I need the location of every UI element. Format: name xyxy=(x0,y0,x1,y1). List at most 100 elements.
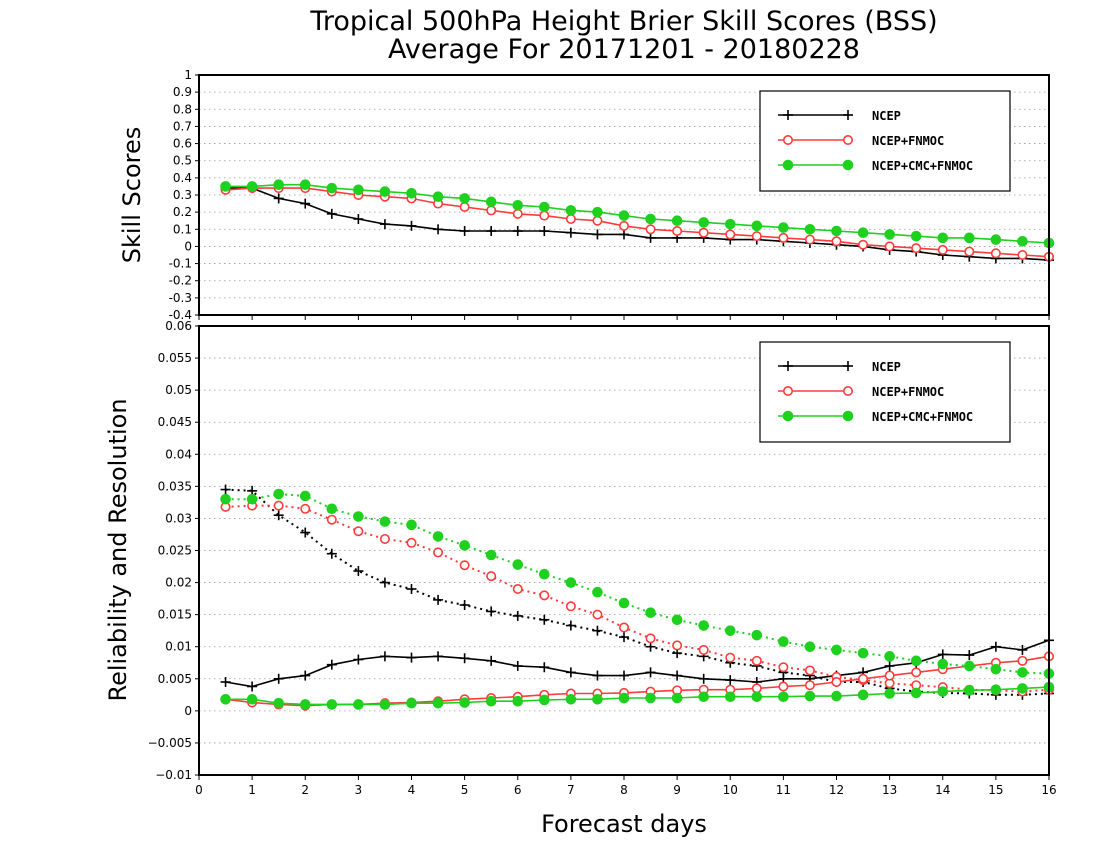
legend-box xyxy=(759,90,1011,192)
data-point xyxy=(910,687,922,699)
data-point xyxy=(539,201,550,213)
data-point xyxy=(459,697,470,708)
data-point xyxy=(406,519,417,531)
x-tick-label: 2 xyxy=(301,783,309,797)
data-point xyxy=(1017,683,1028,694)
data-point xyxy=(1017,250,1028,261)
data-point xyxy=(751,655,762,666)
legend-box xyxy=(759,341,1011,443)
data-point xyxy=(273,179,284,191)
data-point xyxy=(884,670,895,681)
skill-scores-panel: 1 0.9 0.8 0.7 0.6 0.5 0.4 0.3 0.2 0.1 0 -0.1 -0.2 -0.… xyxy=(169,68,1055,322)
data-point xyxy=(725,652,736,663)
data-point xyxy=(804,641,816,653)
data-point xyxy=(964,685,975,696)
y-tick-label: 0.6 xyxy=(173,137,192,151)
y-tick-label: 0 xyxy=(184,704,192,718)
legend-marker xyxy=(782,135,793,146)
data-point xyxy=(724,691,736,703)
data-point xyxy=(459,202,470,213)
data-point xyxy=(672,226,683,237)
data-point xyxy=(831,225,842,237)
data-point xyxy=(539,590,550,601)
data-point xyxy=(990,684,1002,695)
plot-frame xyxy=(198,74,1050,316)
data-point xyxy=(937,686,949,697)
data-point xyxy=(698,227,709,238)
data-point xyxy=(592,206,603,218)
y-tick-label: 0.3 xyxy=(173,188,192,202)
y-tick-label: 0.05 xyxy=(165,383,192,397)
data-point xyxy=(326,699,338,710)
legend-label: NCEP+CMC+FNMOC xyxy=(872,410,973,424)
data-point xyxy=(778,681,789,692)
data-point xyxy=(273,500,284,511)
y-tick-label: 1 xyxy=(184,68,192,82)
data-point xyxy=(326,503,338,515)
data-point xyxy=(326,514,337,525)
data-point xyxy=(910,230,922,242)
data-point xyxy=(326,182,338,194)
data-point xyxy=(831,644,842,656)
data-point xyxy=(884,241,895,252)
data-point xyxy=(1017,655,1028,666)
y-tick-label: −0.005 xyxy=(148,736,192,750)
data-point xyxy=(937,244,948,255)
data-point xyxy=(485,549,497,561)
data-point xyxy=(645,224,656,235)
data-point xyxy=(459,540,470,551)
y-tick-label: 0.5 xyxy=(173,154,192,168)
y-tick-label: 0.4 xyxy=(173,171,192,185)
data-point xyxy=(990,248,1001,259)
data-point xyxy=(353,526,364,537)
data-point xyxy=(592,609,603,620)
data-point xyxy=(804,234,815,245)
y-tick-label: -0.1 xyxy=(169,257,192,271)
data-point xyxy=(858,673,869,684)
x-tick-label: 15 xyxy=(988,783,1003,797)
data-point xyxy=(512,559,524,570)
data-point xyxy=(804,665,815,676)
data-point xyxy=(831,236,842,247)
y-tick-label: 0.7 xyxy=(173,119,192,133)
legend-marker xyxy=(842,410,854,422)
data-point xyxy=(565,214,576,225)
data-point xyxy=(485,196,497,208)
legend-label: NCEP+CMC+FNMOC xyxy=(872,159,973,173)
x-tick-label: 12 xyxy=(829,783,844,797)
data-point xyxy=(486,571,497,582)
legend-label: NCEP xyxy=(872,109,901,123)
data-point xyxy=(884,688,895,699)
legend-label: NCEP+FNMOC xyxy=(872,385,944,399)
data-point xyxy=(672,640,683,651)
data-point xyxy=(671,692,683,704)
data-point xyxy=(857,689,869,701)
series-line-1 xyxy=(225,639,1050,688)
y-tick-label: 0.005 xyxy=(158,672,192,686)
y-tick-label: -0.4 xyxy=(169,308,192,322)
data-point xyxy=(724,625,736,636)
y-tick-label: 0.045 xyxy=(158,415,192,429)
data-point xyxy=(273,697,284,709)
data-point xyxy=(512,199,524,211)
y-tick-label: 0.2 xyxy=(173,205,192,219)
data-point xyxy=(804,690,816,702)
data-point xyxy=(618,692,630,704)
legend-label: NCEP+FNMOC xyxy=(872,134,944,148)
x-axis-label-forecast-days: Forecast days xyxy=(541,810,707,838)
y-tick-label: 0 xyxy=(184,239,192,253)
data-point xyxy=(618,597,630,609)
y-tick-label: 0.055 xyxy=(158,351,192,365)
series-line-5 xyxy=(225,686,1050,706)
data-point xyxy=(539,210,550,221)
legend-marker xyxy=(842,159,854,171)
legend-marker xyxy=(782,410,794,422)
data-point xyxy=(512,695,524,707)
data-point xyxy=(778,636,789,647)
data-point xyxy=(804,680,815,691)
data-point xyxy=(698,691,709,703)
data-point xyxy=(299,490,311,502)
data-point xyxy=(565,694,577,705)
data-point xyxy=(937,232,949,244)
data-point xyxy=(299,699,311,710)
